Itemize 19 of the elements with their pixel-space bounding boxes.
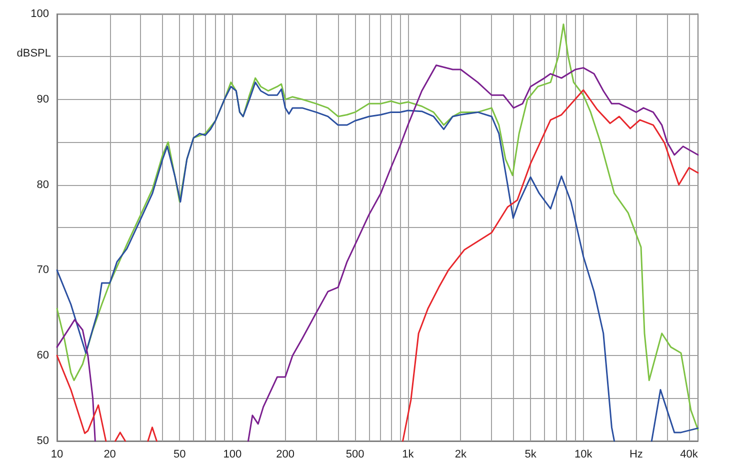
y-tick-label: 90	[36, 93, 49, 106]
x-tick-label: 5k	[524, 448, 537, 460]
x-tick-label: 50	[174, 448, 186, 460]
y-tick-label: 100	[30, 8, 49, 20]
x-tick-label: 1k	[402, 448, 414, 460]
x-tick-label: 100	[223, 448, 242, 460]
x-tick-label: 40k	[680, 448, 698, 460]
x-tick-label: 20	[104, 448, 116, 460]
y-tick-label: 50	[36, 435, 49, 447]
x-tick-label: 2k	[454, 448, 468, 460]
x-tick-label: Hz	[629, 448, 643, 460]
x-tick-label: 10	[50, 448, 64, 460]
y-tick-label: 70	[36, 264, 49, 276]
x-tick-label: 500	[346, 448, 364, 460]
x-tick-label: 200	[276, 448, 294, 460]
y-axis-title: dBSPL	[16, 48, 51, 60]
y-tick-label: 80	[36, 178, 49, 191]
x-tick-label: 10k	[574, 448, 593, 460]
y-tick-label: 60	[36, 350, 49, 362]
